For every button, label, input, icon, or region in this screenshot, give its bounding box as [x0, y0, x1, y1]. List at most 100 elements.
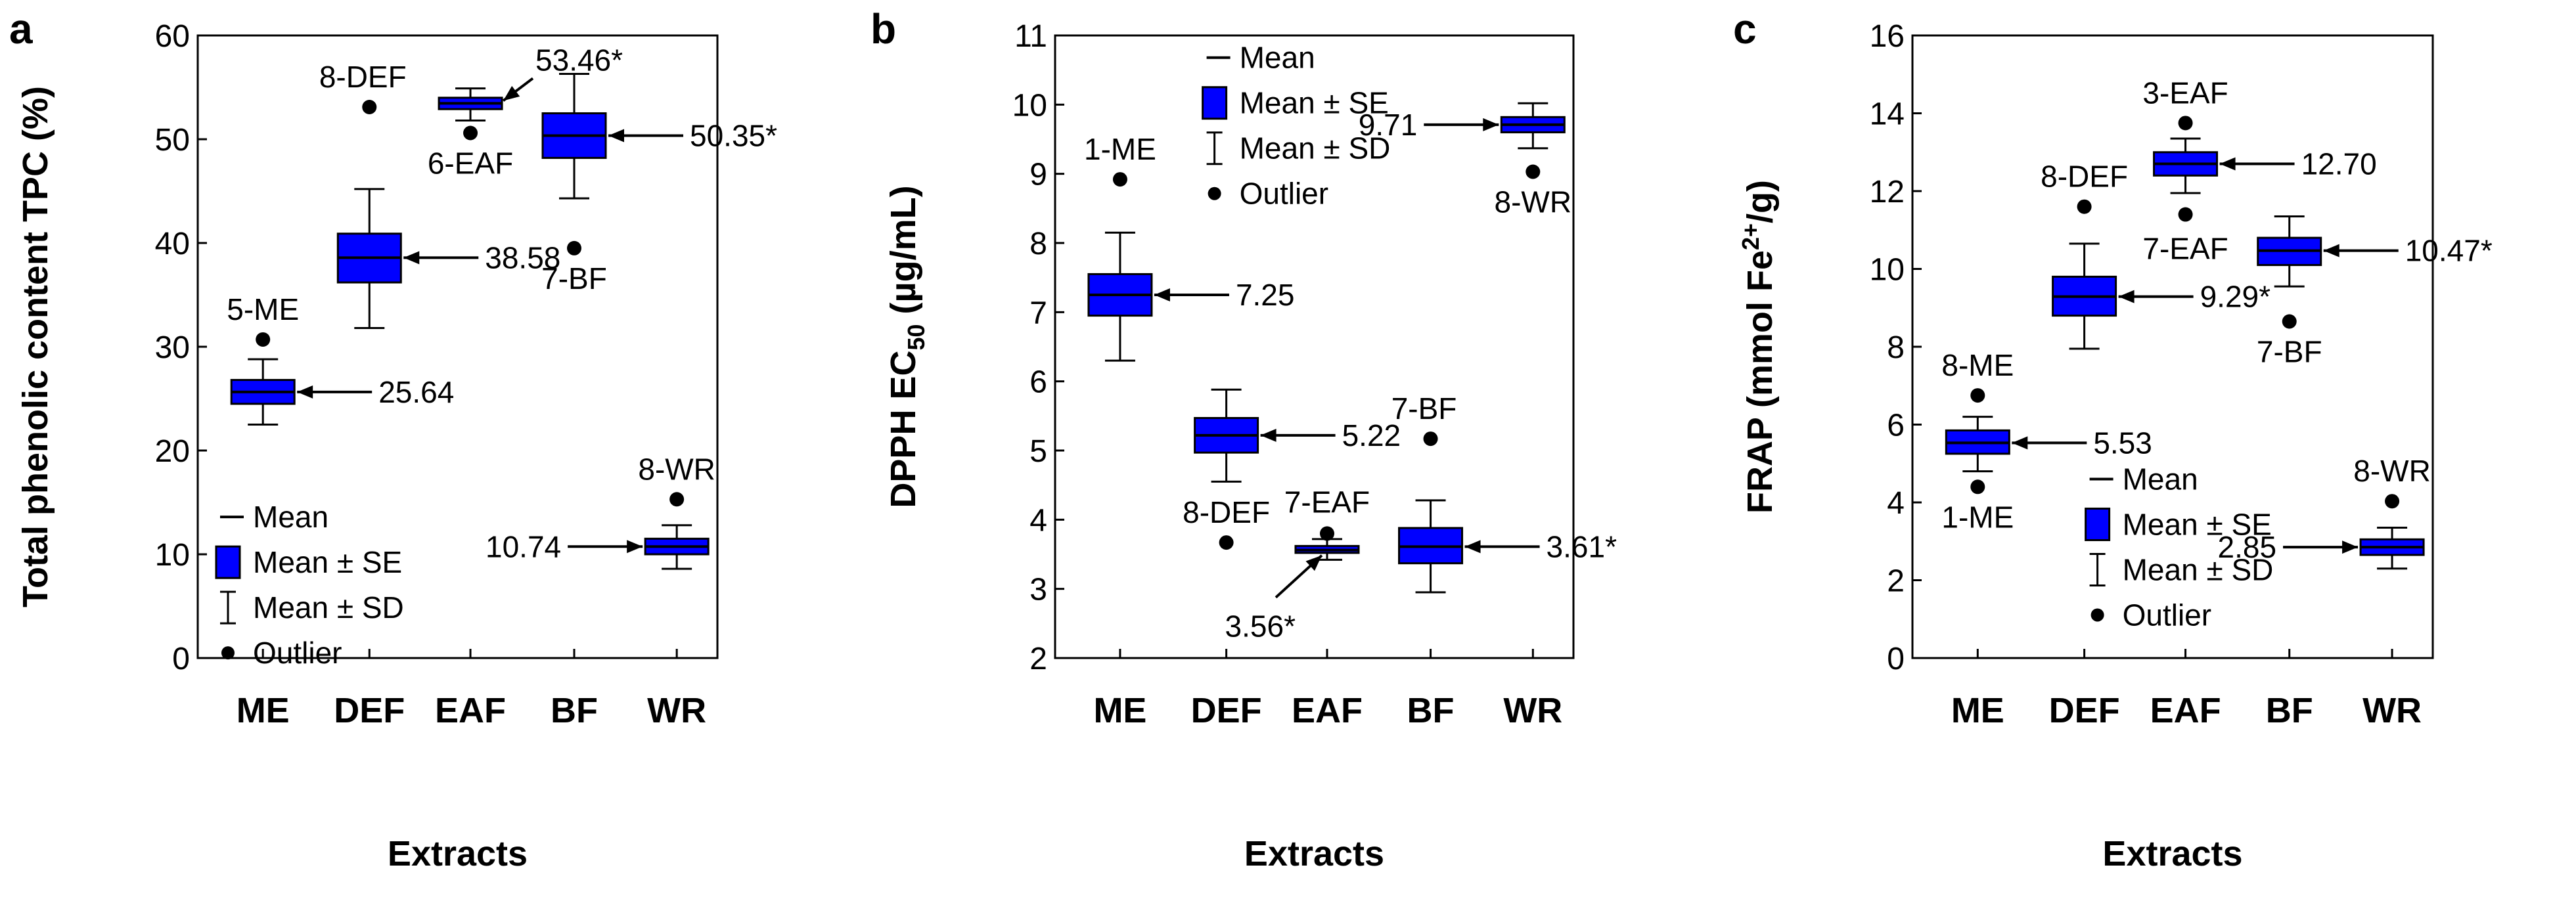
mean-arrow-head [1483, 118, 1499, 131]
x-axis-title: Extracts [388, 834, 528, 873]
x-axis-title: Extracts [2102, 834, 2242, 873]
legend: Mean Mean ± SE Mean ± SD Outlier [2085, 462, 2274, 632]
panel-b: b 2 3 4 5 6 7 8 9 10 11 ME DEF EAF BF WR Extracts DPPH EC… [870, 5, 1617, 873]
outlier-point [2385, 494, 2400, 509]
mean-value-label: 10.74 [486, 529, 561, 563]
panel-label: b [870, 5, 896, 53]
mean-arrow-head [1464, 540, 1481, 554]
mean-value-label: 9.71 [1359, 108, 1418, 142]
outlier-label: 6-EAF [428, 146, 513, 181]
outlier-label: 7-BF [2257, 334, 2322, 368]
y-tick-label: 30 [155, 330, 190, 365]
y-axis-title: DPPH EC50 (µg/mL) [884, 185, 930, 508]
y-axis-title-main: DPPH EC [884, 351, 923, 508]
y-tick-label: 3 [1029, 573, 1047, 607]
y-tick-label: 10 [1012, 88, 1047, 123]
legend-sd-label: Mean ± SD [1240, 131, 1391, 165]
outlier-point [2077, 199, 2092, 214]
mean-value-label: 5.22 [1342, 418, 1401, 452]
x-tick-label: ME [1951, 691, 2004, 730]
outlier-point [1319, 526, 1334, 541]
box-me: 5-ME 25.64 [227, 292, 454, 426]
legend-se-label: Mean ± SE [2123, 507, 2272, 541]
y-axis-title-superscript: 2+ [1737, 223, 1764, 250]
x-tick-label: ME [237, 691, 290, 730]
y-tick-label: 8 [1029, 227, 1047, 261]
y-axis-title-unit: (µg/mL) [884, 185, 923, 324]
mean-value-label: 7.25 [1236, 278, 1295, 312]
mean-arrow-head [1154, 288, 1170, 301]
y-tick-label: 12 [1870, 175, 1905, 209]
x-tick-label: DEF [1191, 691, 1262, 730]
y-tick-label: 10 [1870, 253, 1905, 288]
y-tick-label: 2 [1029, 642, 1047, 676]
outlier-label: 5-ME [227, 292, 299, 326]
outlier-point [362, 100, 377, 115]
mean-arrow-head [2323, 244, 2339, 257]
mean-arrow-head [297, 385, 313, 399]
outlier-point [463, 125, 478, 141]
outlier-label: 8-DEF [319, 60, 407, 94]
legend-mean-label: Mean [2123, 462, 2198, 496]
box-wr: 8-WR 2.85 [2218, 454, 2431, 570]
outlier-secondary-label: 7-EAF [2142, 232, 2228, 266]
legend-mean-label: Mean [1240, 41, 1315, 75]
mean-arrow-head [2219, 157, 2236, 171]
x-tick-label: WR [2362, 691, 2422, 730]
mean-arrow-head [2118, 290, 2135, 303]
y-tick-label: 9 [1029, 158, 1047, 192]
box-eaf: 7-EAF 3.56* [1225, 485, 1370, 643]
y-tick-label: 50 [155, 123, 190, 158]
box-bf: 7-BF 10.47* [2257, 215, 2493, 368]
mean-arrow-head [608, 129, 625, 143]
outlier-point [2178, 116, 2193, 131]
legend-outlier-label: Outlier [1240, 177, 1328, 211]
outlier-point [1423, 431, 1438, 447]
y-axis-title: Total phenolic content TPC (%) [16, 86, 55, 607]
legend-outlier-label: Outlier [253, 636, 342, 670]
x-tick-label: WR [647, 691, 706, 730]
outlier-label: 3-EAF [2142, 76, 2228, 110]
outlier-label: 8-WR [1495, 185, 1572, 219]
box-def: 8-DEF 38.58 [319, 60, 560, 330]
box-wr: 8-WR 9.71 [1359, 102, 1572, 219]
y-axis-title-subscript: 50 [903, 324, 930, 350]
outlier-label: 8-DEF [1183, 495, 1270, 529]
x-tick-label: BF [551, 691, 598, 730]
outlier-secondary-point [2178, 207, 2193, 222]
y-axis-title-unit: /g) [1740, 180, 1780, 223]
mean-value-label: 3.61* [1547, 529, 1617, 563]
outlier-point [1970, 388, 1985, 403]
legend-se-label: Mean ± SE [1240, 86, 1389, 120]
x-tick-label: ME [1093, 691, 1146, 730]
outlier-secondary-label: 1-ME [1941, 500, 2014, 534]
y-tick-label: 40 [155, 227, 190, 261]
legend-outlier-symbol [221, 646, 235, 660]
y-tick-label: 5 [1029, 434, 1047, 469]
box-wr: 8-WR 10.74 [486, 452, 715, 570]
y-tick-label: 10 [155, 538, 190, 573]
y-tick-label: 16 [1870, 19, 1905, 54]
legend-sd-label: Mean ± SD [253, 590, 404, 625]
legend-sd-label: Mean ± SD [2123, 552, 2274, 586]
y-tick-label: 2 [1887, 564, 1905, 599]
mean-value-label: 38.58 [485, 240, 560, 275]
mean-arrow-head [1305, 555, 1322, 571]
y-axis-title: FRAP (mmol Fe2+/g) [1737, 180, 1780, 514]
box-def: 8-DEF 5.22 [1183, 388, 1401, 550]
mean-value-label: 12.70 [2301, 147, 2377, 181]
x-tick-label: DEF [334, 691, 405, 730]
plot-frame [1054, 34, 1575, 659]
box-bf: 7-BF 50.35* [541, 72, 777, 296]
x-tick-label: EAF [435, 691, 506, 730]
x-tick-label: BF [2266, 691, 2313, 730]
y-tick-label: 60 [155, 19, 190, 54]
mean-arrow-head [1260, 428, 1277, 442]
mean-value-label: 5.53 [2093, 426, 2152, 460]
box-me: 1-ME 7.25 [1084, 132, 1295, 362]
box-def: 8-DEF 9.29* [2041, 160, 2271, 350]
y-tick-label: 8 [1887, 330, 1905, 365]
x-tick-label: BF [1407, 691, 1455, 730]
y-tick-label: 6 [1887, 408, 1905, 443]
